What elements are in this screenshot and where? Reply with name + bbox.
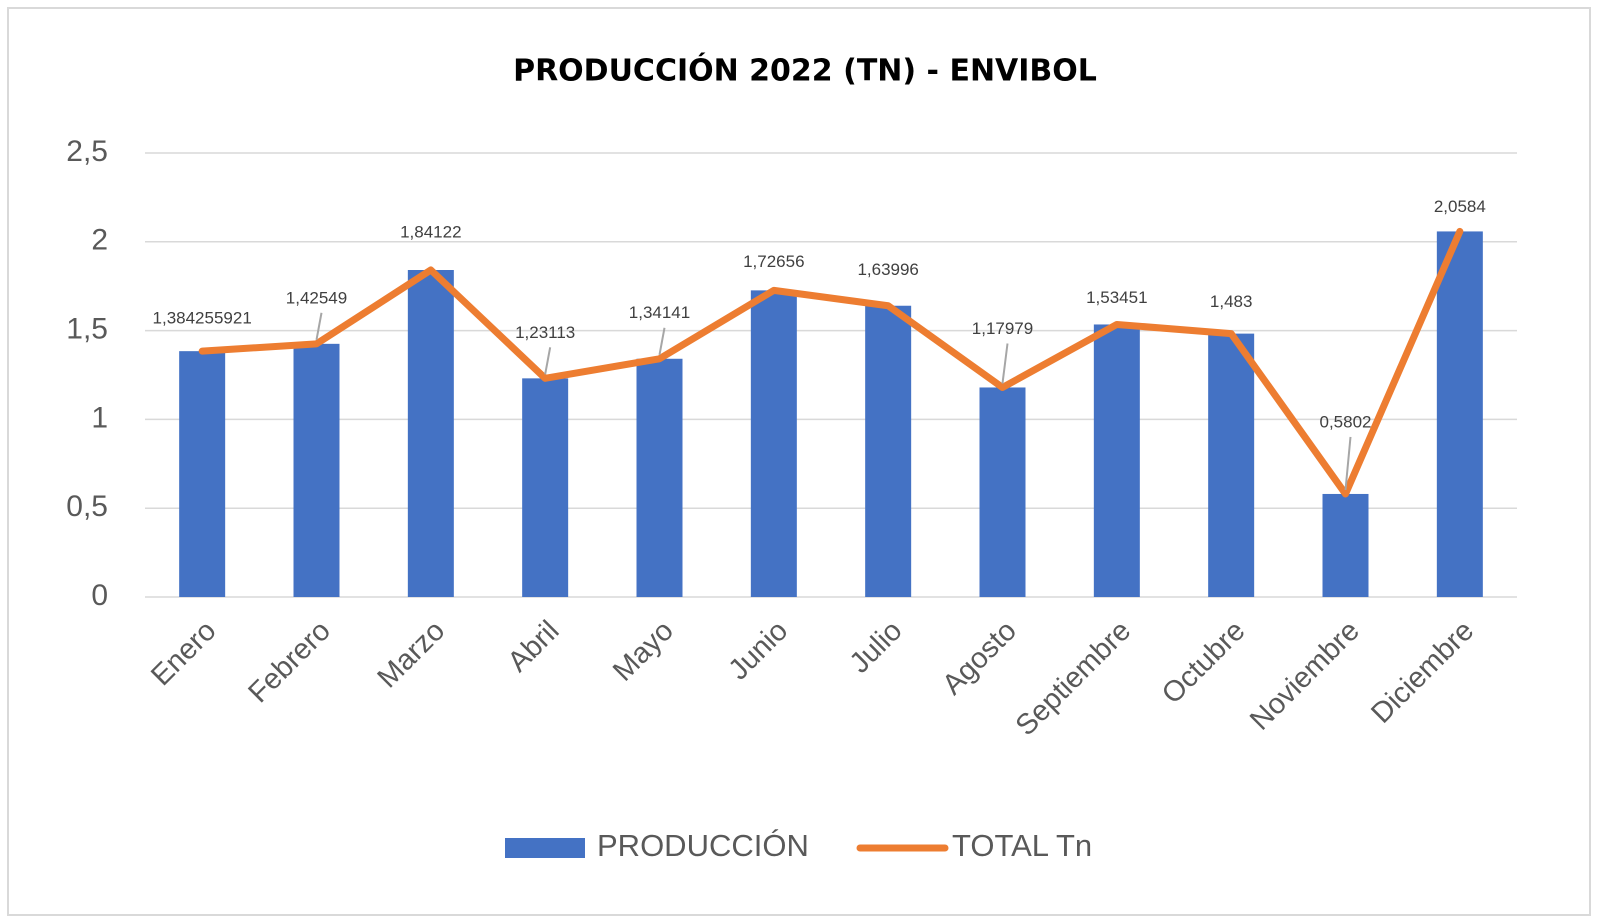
- y-tick-label: 1,5: [66, 313, 108, 346]
- bar: [179, 351, 226, 597]
- leader-line: [658, 327, 666, 355]
- data-label: 1,63996: [857, 260, 918, 279]
- y-tick-label: 1: [91, 401, 108, 434]
- data-label: 1,53451: [1086, 288, 1147, 307]
- data-label: 0,5802: [1320, 412, 1372, 431]
- y-tick-label: 0: [91, 579, 108, 612]
- bar: [1093, 324, 1140, 597]
- line: [198, 227, 1464, 498]
- bar: [1322, 493, 1369, 597]
- data-label: 1,34141: [629, 303, 690, 322]
- data-label: 1,384255921: [153, 309, 252, 328]
- legend-label: TOTAL Tn: [952, 828, 1092, 863]
- y-tick-label: 0,5: [66, 490, 108, 523]
- bar: [293, 343, 340, 597]
- data-label: 1,23113: [515, 323, 575, 342]
- legend-label: PRODUCCIÓN: [597, 828, 809, 863]
- data-label: 1,42549: [286, 288, 347, 307]
- leader-line: [1344, 436, 1352, 491]
- bar: [1436, 231, 1483, 597]
- data-label: 1,483: [1210, 292, 1253, 311]
- bar: [407, 269, 454, 597]
- bar: [750, 290, 797, 597]
- leader-line: [544, 347, 552, 375]
- chart-title: PRODUCCIÓN 2022 (TN) - ENVIBOL: [513, 52, 1097, 89]
- y-tick-label: 2: [91, 224, 108, 257]
- bar: [865, 305, 912, 597]
- leader-line: [1001, 343, 1009, 384]
- data-label: 2,0584: [1434, 197, 1486, 216]
- leader-line: [315, 312, 323, 341]
- legend-swatch: [505, 838, 585, 858]
- y-tick-label: 2,5: [66, 135, 108, 168]
- data-label: 1,17979: [972, 319, 1033, 338]
- data-label: 1,84122: [400, 222, 461, 241]
- chart-frame: [7, 7, 1591, 916]
- bar: [1208, 333, 1255, 597]
- bar: [522, 378, 569, 597]
- bar: [979, 387, 1026, 597]
- bar: [636, 358, 683, 597]
- data-label: 1,72656: [743, 252, 804, 271]
